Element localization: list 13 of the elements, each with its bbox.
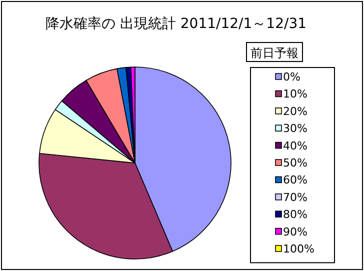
legend-label: 90%	[283, 225, 308, 238]
legend-label: 50%	[283, 156, 308, 170]
legend-label: 0%	[283, 70, 300, 84]
legend-label: 70%	[283, 190, 308, 204]
legend-label: 40%	[283, 139, 308, 152]
legend-title: 前日予報	[250, 46, 298, 60]
legend-label: 80%	[283, 208, 308, 222]
legend-label: 10%	[283, 88, 308, 101]
legend-label: 30%	[283, 122, 308, 136]
legend-label: 20%	[283, 104, 308, 118]
legend-label: 100%	[283, 242, 314, 256]
legend-label: 60%	[283, 174, 308, 187]
chart-title: 降水確率の 出現統計 2011/12/1～12/31	[45, 16, 307, 32]
